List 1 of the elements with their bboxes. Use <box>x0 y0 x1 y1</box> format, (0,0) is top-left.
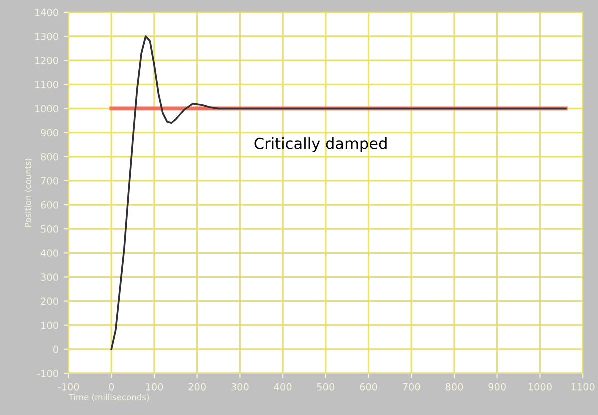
line-series <box>110 36 567 350</box>
